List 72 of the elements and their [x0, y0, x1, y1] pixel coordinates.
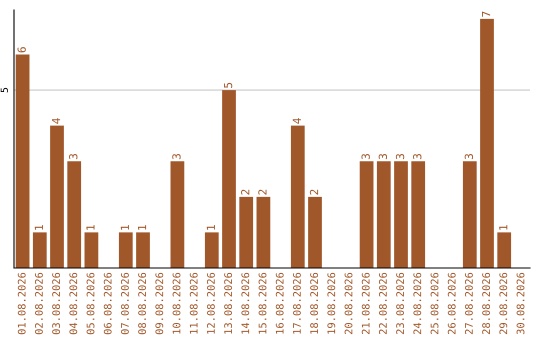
x-tick-label: 11.08.2026 [190, 272, 198, 334]
x-tick-label: 25.08.2026 [430, 272, 438, 334]
data-label: 1 [499, 225, 508, 230]
bar [290, 126, 305, 268]
x-tick-label: 21.08.2026 [362, 272, 370, 334]
data-label: 1 [120, 225, 129, 230]
x-tick-label: 09.08.2026 [155, 272, 164, 334]
bar [50, 126, 64, 268]
x-tick-label: 08.08.2026 [138, 272, 146, 334]
x-tick-label: 07.08.2026 [120, 272, 129, 334]
x-tick-label: 02.08.2026 [34, 272, 43, 334]
bar [256, 196, 270, 268]
x-tick-label: 29.08.2026 [499, 272, 508, 334]
bar [118, 232, 133, 268]
bar [360, 161, 374, 268]
data-label: 3 [464, 154, 474, 160]
data-label: 1 [138, 225, 146, 230]
x-tick-label: 01.08.2026 [18, 272, 26, 334]
bar [67, 161, 82, 268]
x-tick-label: 27.08.2026 [464, 272, 473, 334]
data-label: 1 [34, 225, 43, 230]
data-label: 6 [17, 47, 26, 52]
x-tick-label: 30.08.2026 [516, 272, 524, 334]
data-label: 1 [86, 225, 94, 230]
x-tick-label: 13.08.2026 [224, 272, 232, 334]
x-tick-label: 12.08.2026 [206, 272, 215, 334]
data-label: 3 [69, 154, 78, 160]
x-tick-label: 20.08.2026 [344, 272, 352, 334]
data-label: 3 [378, 154, 388, 160]
bar [136, 232, 150, 268]
data-label: 7 [482, 12, 490, 17]
x-tick-label: 28.08.2026 [482, 272, 490, 334]
data-label: 4 [52, 118, 60, 124]
bar [308, 196, 322, 268]
bar [239, 196, 254, 268]
x-tick-label: 23.08.2026 [396, 272, 404, 334]
x-tick-label: 24.08.2026 [413, 272, 422, 334]
x-tick-label: 18.08.2026 [310, 272, 318, 334]
bar [480, 18, 494, 268]
x-tick-label: 03.08.2026 [52, 272, 60, 334]
data-label: 3 [413, 154, 422, 160]
x-tick-label: 14.08.2026 [241, 272, 250, 334]
bar [16, 54, 30, 268]
data-label: 2 [258, 190, 266, 195]
x-tick-label: 19.08.2026 [327, 272, 336, 334]
bar [84, 232, 98, 268]
data-label: 2 [310, 190, 318, 195]
x-tick-label: 16.08.2026 [276, 272, 284, 334]
x-tick-label: 05.08.2026 [86, 272, 94, 334]
x-tick-label: 15.08.2026 [258, 272, 266, 334]
bar [204, 232, 219, 268]
bar [462, 161, 477, 268]
data-label: 3 [396, 154, 404, 160]
bar [394, 161, 408, 268]
x-tick-label: 10.08.2026 [172, 272, 180, 334]
data-label: 3 [361, 154, 370, 160]
x-tick-label: 06.08.2026 [104, 272, 112, 334]
data-label: 3 [172, 154, 181, 160]
x-tick-label: 22.08.2026 [378, 272, 387, 334]
bar [222, 90, 236, 268]
bar [376, 161, 391, 268]
data-label: 5 [224, 82, 232, 88]
x-tick-label: 17.08.2026 [292, 272, 301, 334]
bar [411, 161, 426, 268]
data-label: 2 [241, 190, 250, 195]
data-label: 1 [206, 225, 215, 230]
x-tick-label: 26.08.2026 [448, 272, 456, 334]
x-tick-label: 04.08.2026 [69, 272, 78, 334]
bar [170, 161, 184, 268]
bar [32, 232, 47, 268]
bar [497, 232, 512, 268]
data-label: 4 [292, 118, 301, 124]
